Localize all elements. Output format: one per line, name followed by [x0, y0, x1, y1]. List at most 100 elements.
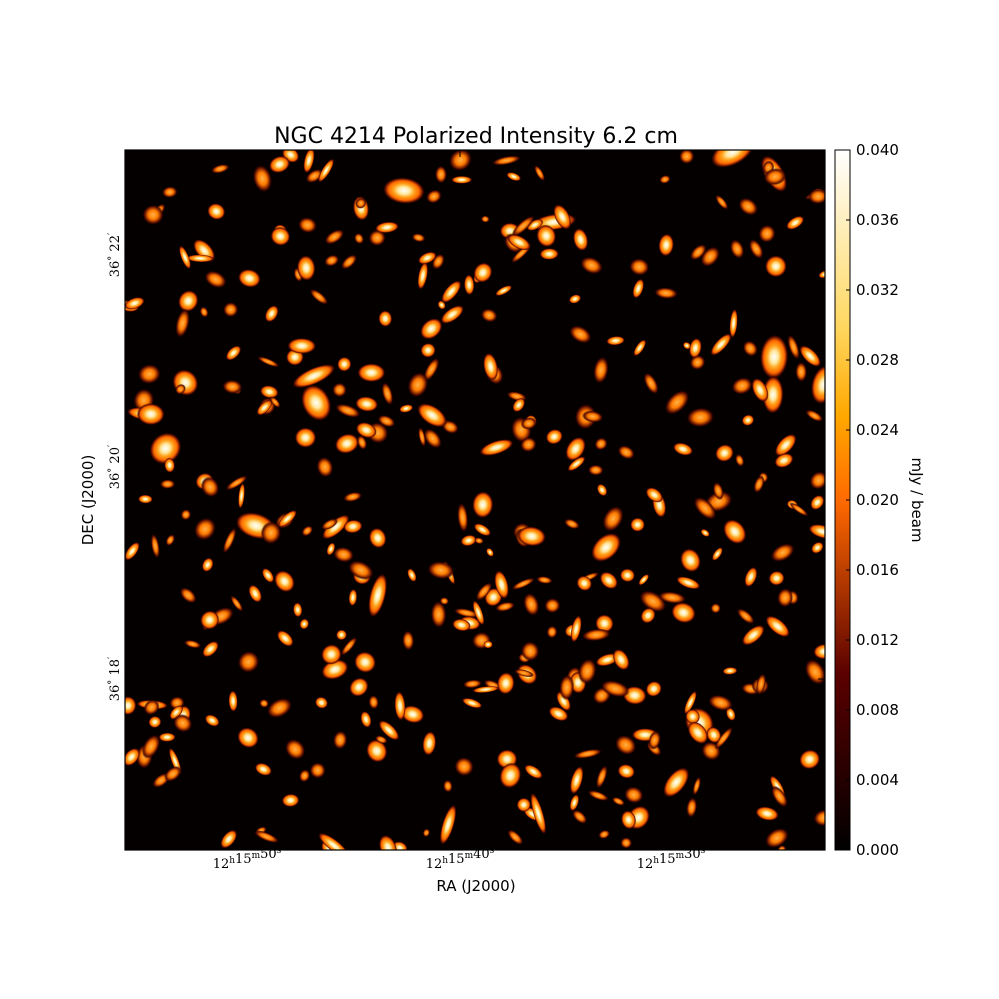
intensity-blob [673, 442, 693, 456]
intensity-blob [520, 417, 537, 430]
intensity-blob [544, 597, 561, 614]
intensity-blob [401, 705, 425, 724]
intensity-blob [448, 150, 473, 172]
intensity-blob [343, 519, 363, 534]
intensity-blob [546, 625, 558, 639]
intensity-blob [600, 680, 630, 698]
intensity-blob [274, 570, 295, 593]
intensity-blob [795, 361, 808, 383]
intensity-blob [799, 345, 822, 367]
intensity-blob [223, 301, 239, 318]
intensity-blob [297, 217, 318, 234]
colorbar-tick-label: 0.000 [856, 841, 899, 859]
intensity-blob [439, 597, 449, 605]
intensity-blob [710, 333, 732, 356]
intensity-blob [254, 762, 272, 776]
intensity-blob [473, 262, 493, 283]
intensity-blob [654, 287, 679, 299]
intensity-blob [548, 706, 569, 722]
intensity-blob [741, 624, 765, 646]
intensity-blob [473, 523, 491, 537]
intensity-blob [768, 570, 785, 586]
x-tick-label: 12h15m50s [213, 846, 282, 872]
polarized-intensity-map [125, 150, 825, 850]
intensity-blob [355, 422, 377, 439]
intensity-blob [336, 629, 347, 641]
intensity-blob [686, 797, 698, 818]
intensity-blob [378, 720, 400, 741]
colorbar-tick-label: 0.036 [856, 211, 899, 229]
intensity-blob [349, 677, 369, 697]
intensity-blob [159, 479, 176, 489]
intensity-blob [276, 630, 294, 647]
intensity-blob [430, 600, 447, 629]
intensity-blob [333, 730, 348, 750]
intensity-blob [270, 226, 291, 246]
intensity-blob [598, 829, 611, 839]
intensity-blob [296, 255, 316, 281]
colorbar-tick-label: 0.012 [856, 631, 899, 649]
intensity-blob [640, 607, 656, 624]
intensity-blob [580, 256, 603, 275]
intensity-blob [315, 696, 328, 709]
intensity-blob [417, 403, 448, 428]
intensity-blob [693, 496, 717, 520]
intensity-blob [770, 543, 795, 562]
intensity-blob [333, 546, 355, 563]
intensity-blob [164, 457, 175, 473]
intensity-blob [256, 399, 273, 416]
intensity-blob [526, 218, 544, 231]
intensity-blob [165, 534, 175, 546]
intensity-blob [125, 696, 137, 715]
intensity-blob [617, 445, 635, 460]
intensity-blob [422, 731, 437, 756]
intensity-blob [710, 150, 755, 168]
intensity-blob [309, 762, 326, 779]
intensity-blob [572, 228, 589, 251]
colorbar-tick-label: 0.016 [856, 561, 899, 579]
intensity-blob [394, 691, 406, 721]
intensity-blob [343, 491, 363, 502]
intensity-blob [539, 248, 559, 260]
y-tick-label: 36° 22′ [107, 232, 123, 277]
intensity-blob [765, 615, 790, 638]
intensity-blob [340, 636, 358, 656]
intensity-blob [741, 414, 755, 426]
intensity-blob [357, 363, 386, 383]
intensity-blob [494, 570, 509, 600]
intensity-blob [354, 651, 377, 673]
intensity-blob [402, 630, 415, 651]
intensity-blob [810, 495, 825, 510]
intensity-blob [316, 456, 334, 478]
intensity-blob [452, 618, 471, 632]
intensity-blob [377, 414, 396, 428]
intensity-blob [225, 475, 248, 491]
intensity-blob [368, 527, 387, 549]
intensity-blob [158, 732, 176, 742]
intensity-blob [422, 828, 431, 838]
intensity-blob [680, 548, 701, 573]
intensity-blob [807, 188, 825, 205]
intensity-blob [443, 779, 453, 793]
intensity-blob [238, 482, 245, 509]
intensity-blob [142, 204, 164, 226]
intensity-blob [643, 372, 659, 395]
intensity-blob [587, 790, 609, 801]
intensity-blob [804, 659, 825, 685]
intensity-blob [368, 573, 388, 618]
intensity-blob [260, 385, 279, 399]
intensity-blob [148, 715, 162, 729]
intensity-blob [729, 239, 745, 259]
intensity-blob [809, 471, 825, 490]
intensity-blob [318, 832, 350, 850]
intensity-blob [630, 517, 645, 532]
intensity-blob [457, 502, 469, 533]
intensity-blob [141, 734, 161, 759]
intensity-blob [736, 608, 755, 625]
intensity-blob [427, 561, 455, 580]
intensity-blob [281, 793, 300, 808]
intensity-blob [137, 364, 161, 385]
intensity-blob [658, 233, 674, 257]
intensity-blob [418, 426, 426, 447]
intensity-blob [136, 403, 165, 426]
